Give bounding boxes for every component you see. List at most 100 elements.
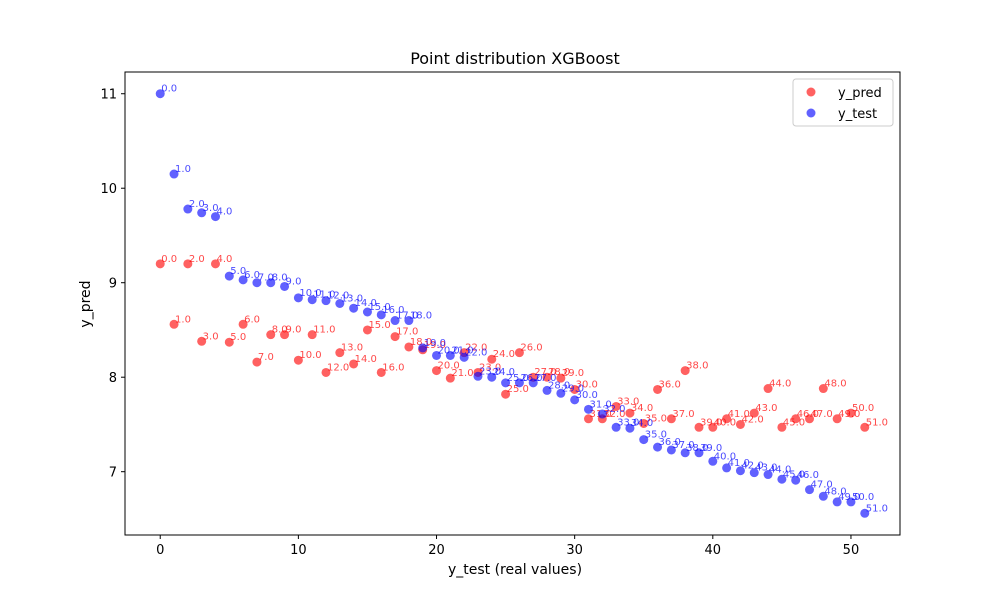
point-y_test [252,278,262,288]
point-label-y_pred: 37.0 [672,409,694,420]
point-label-y_test: 4.0 [216,207,232,218]
point-label-y_pred: 50.0 [852,403,874,414]
point-label-y_pred: 22.0 [465,343,487,354]
point-y_pred [349,359,359,369]
point-label-y_pred: 25.0 [507,384,529,395]
point-y_pred [749,408,759,418]
point-label-y_test: 47.0 [811,480,833,491]
y-tick-label: 8 [109,371,117,386]
point-y_pred [169,319,179,329]
point-label-y_pred: 38.0 [686,361,708,372]
point-label-y_pred: 47.0 [811,409,833,420]
point-y_pred [307,330,317,340]
point-label-y_test: 1.0 [175,164,191,175]
point-y_pred [832,414,842,424]
point-label-y_test: 12.0 [327,291,349,302]
point-y_pred [404,342,414,352]
point-label-y_test: 50.0 [852,492,874,503]
legend: y_pred y_test [792,78,894,127]
point-y_test [514,378,524,388]
point-label-y_pred: 10.0 [299,350,321,361]
legend-marker-y_pred [806,87,816,97]
point-label-y_pred: 0.0 [161,254,177,265]
point-y_pred [501,389,511,399]
point-label-y_test: 39.0 [700,443,722,454]
point-y_test [376,310,386,320]
point-label-y_test: 9.0 [286,276,302,287]
point-label-y_pred: 20.0 [438,361,460,372]
point-y_pred [860,422,870,432]
point-label-y_test: 20.0 [438,345,460,356]
point-y_pred [280,330,290,340]
point-y_test [694,448,704,458]
point-label-y_test: 46.0 [797,470,819,481]
point-y_test [459,352,469,362]
point-y_test [197,208,207,218]
point-label-y_test: 14.0 [355,298,377,309]
point-y_pred [680,366,690,376]
point-y_test [280,281,290,291]
point-y_test [639,435,649,445]
point-y_pred [445,373,455,383]
point-label-y_pred: 44.0 [769,379,791,390]
point-y_pred [791,414,801,424]
point-y_test [224,271,234,281]
point-y_test [818,491,828,501]
point-y_pred [694,422,704,432]
point-label-y_test: 21.0 [451,345,473,356]
point-y_pred [818,384,828,394]
point-y_test [210,212,220,222]
point-y_test [404,316,414,326]
point-y_pred [252,357,262,367]
point-label-y_test: 44.0 [769,465,791,476]
point-label-y_test: 33.0 [617,417,639,428]
point-y_pred [293,355,303,365]
point-y_test [805,485,815,495]
point-label-y_pred: 6.0 [244,314,260,325]
point-y_test [777,474,787,484]
point-y_pred [224,337,234,347]
point-y_pred [362,325,372,335]
point-label-y_pred: 30.0 [576,379,598,390]
point-y_pred [722,414,732,424]
point-y_test [597,409,607,419]
point-label-y_pred: 35.0 [645,414,667,425]
point-label-y_test: 30.0 [576,390,598,401]
point-label-y_test: 3.0 [203,203,219,214]
legend-marker-y_test [806,108,816,118]
point-y_pred [514,348,524,358]
point-label-y_pred: 27.0 [534,367,556,378]
point-label-y_pred: 34.0 [631,403,653,414]
point-y_test [528,378,538,388]
point-y_pred [183,259,193,269]
point-label-y_pred: 17.0 [396,327,418,338]
point-y_pred [210,259,220,269]
x-tick-label: 0 [156,543,164,558]
point-label-y_test: 45.0 [783,469,805,480]
x-tick-label: 40 [705,543,722,558]
point-y_test [307,295,317,305]
x-tick-label: 50 [843,543,860,558]
point-label-y_pred: 39.0 [700,417,722,428]
point-y_test [155,89,165,99]
point-label-y_pred: 9.0 [286,325,302,336]
legend-label-y_test: y_test [838,107,877,122]
point-label-y_test: 8.0 [272,273,288,284]
point-label-y_test: 11.0 [313,290,335,301]
point-label-y_pred: 41.0 [728,409,750,420]
point-y_test [846,497,856,507]
point-label-y_test: 10.0 [299,288,321,299]
point-y_pred [777,422,787,432]
point-y_test [653,442,663,452]
point-label-y_pred: 32.0 [603,409,625,420]
point-label-y_test: 2.0 [189,199,205,210]
point-label-y_pred: 33.0 [617,396,639,407]
point-y_test [432,350,442,360]
point-y_pred [583,414,593,424]
point-y_pred [321,367,331,377]
point-y_pred [542,372,552,382]
y-tick-label: 11 [100,88,117,103]
point-y_pred [666,414,676,424]
point-y_test [445,350,455,360]
point-y_test [418,343,428,353]
